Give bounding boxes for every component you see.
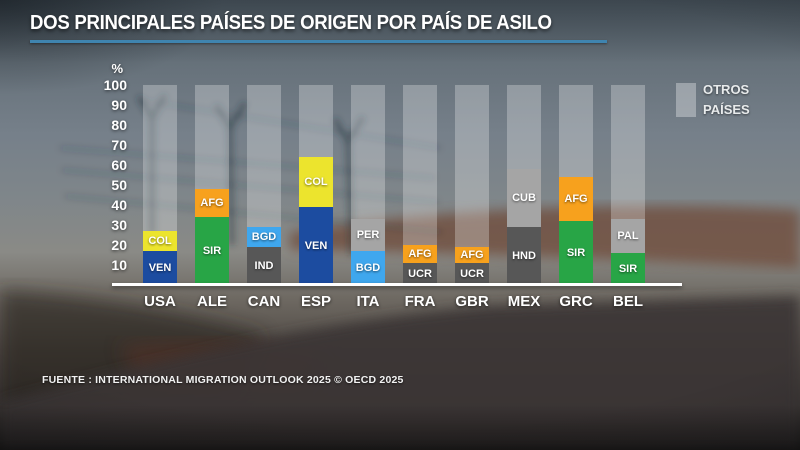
- bar-segment-afg: AFG: [403, 245, 437, 263]
- segment-label-afg: AFG: [408, 248, 432, 260]
- bar-segment-ind: IND: [247, 247, 281, 285]
- segment-label-sir: SIR: [202, 245, 222, 257]
- y-tick-label: 10: [111, 257, 127, 273]
- bar-segment-afg: AFG: [559, 177, 593, 221]
- segment-label-per: PER: [356, 229, 380, 241]
- y-tick-label: 30: [111, 217, 127, 233]
- segment-label-bgd: BGD: [251, 231, 277, 243]
- segment-label-sir: SIR: [618, 263, 638, 275]
- x-axis-label-gbr: GBR: [455, 293, 489, 310]
- segment-label-col: COL: [304, 176, 328, 188]
- x-axis-label-fra: FRA: [404, 293, 436, 310]
- title-underline: [30, 40, 607, 43]
- bar-segment-ven: VEN: [143, 251, 177, 285]
- y-tick-label: 40: [111, 197, 127, 213]
- segment-label-bgd: BGD: [355, 262, 381, 274]
- legend-label-paises: PAÍSES: [703, 102, 750, 117]
- y-tick-label: 90: [111, 97, 127, 113]
- x-axis-label-ale: ALE: [197, 293, 227, 310]
- legend-label-otros: OTROS: [703, 82, 750, 97]
- bar-segment-pal: PAL: [611, 219, 645, 253]
- legend-otros-swatch: [676, 83, 696, 117]
- source-credit: FUENTE : INTERNATIONAL MIGRATION OUTLOOK…: [42, 374, 404, 386]
- chart-title: DOS PRINCIPALES PAÍSES DE ORIGEN POR PAÍ…: [30, 12, 552, 34]
- segment-label-sir: SIR: [566, 247, 586, 259]
- bar-segment-afg: AFG: [195, 189, 229, 217]
- segment-label-ucr: UCR: [408, 268, 432, 280]
- bar-segment-sir: SIR: [559, 221, 593, 285]
- bar-segment-col: COL: [299, 157, 333, 207]
- road: [0, 296, 800, 450]
- x-axis-label-bel: BEL: [613, 293, 643, 310]
- y-tick-label: 50: [111, 177, 127, 193]
- x-axis-label-mex: MEX: [507, 293, 541, 310]
- segment-label-col: COL: [148, 235, 172, 247]
- y-axis: 100 90 80 70 60 50 40 30 20 10: [55, 77, 127, 285]
- segment-label-afg: AFG: [200, 197, 224, 209]
- y-axis-unit-label: %: [111, 61, 123, 76]
- bar-segment-afg: AFG: [455, 247, 489, 263]
- segment-label-afg: AFG: [460, 249, 484, 261]
- segment-label-afg: AFG: [564, 193, 588, 205]
- x-axis-label-can: CAN: [247, 293, 281, 310]
- bar-segment-col: COL: [143, 231, 177, 251]
- bar-segment-ven: VEN: [299, 207, 333, 285]
- y-tick-label: 100: [103, 77, 127, 93]
- x-axis-label-grc: GRC: [559, 293, 593, 310]
- bar-segment-hnd: HND: [507, 227, 541, 285]
- x-axis-label-ita: ITA: [356, 293, 380, 310]
- bar-segment-sir: SIR: [195, 217, 229, 285]
- bar-segment-ucr: UCR: [455, 263, 489, 285]
- segment-label-ucr: UCR: [460, 268, 484, 280]
- y-tick-label: 60: [111, 157, 127, 173]
- bar-segment-bgd: BGD: [351, 251, 385, 285]
- x-axis-label-esp: ESP: [300, 293, 331, 310]
- x-axis-label-usa: USA: [144, 293, 176, 310]
- y-tick-label: 70: [111, 137, 127, 153]
- bar-segment-per: PER: [351, 219, 385, 251]
- segment-label-cub: CUB: [512, 192, 536, 204]
- y-tick-label: 20: [111, 237, 127, 253]
- segment-label-pal: PAL: [617, 230, 639, 242]
- bar-segment-ucr: UCR: [403, 263, 437, 285]
- roadside-red: [120, 340, 330, 395]
- plot-area: VEN COL USA SIR AFG ALE IND BGD CAN VEN COL ESP BGD P…: [113, 85, 682, 315]
- segment-label-ven: VEN: [148, 262, 172, 274]
- y-tick-label: 80: [111, 117, 127, 133]
- bar-segment-sir: SIR: [611, 253, 645, 285]
- segment-label-ven: VEN: [304, 240, 328, 252]
- segment-label-ind: IND: [254, 260, 274, 272]
- bar-segment-bgd: BGD: [247, 227, 281, 247]
- x-axis-baseline: [112, 283, 682, 286]
- segment-label-hnd: HND: [512, 250, 536, 262]
- bar-segment-cub: CUB: [507, 169, 541, 227]
